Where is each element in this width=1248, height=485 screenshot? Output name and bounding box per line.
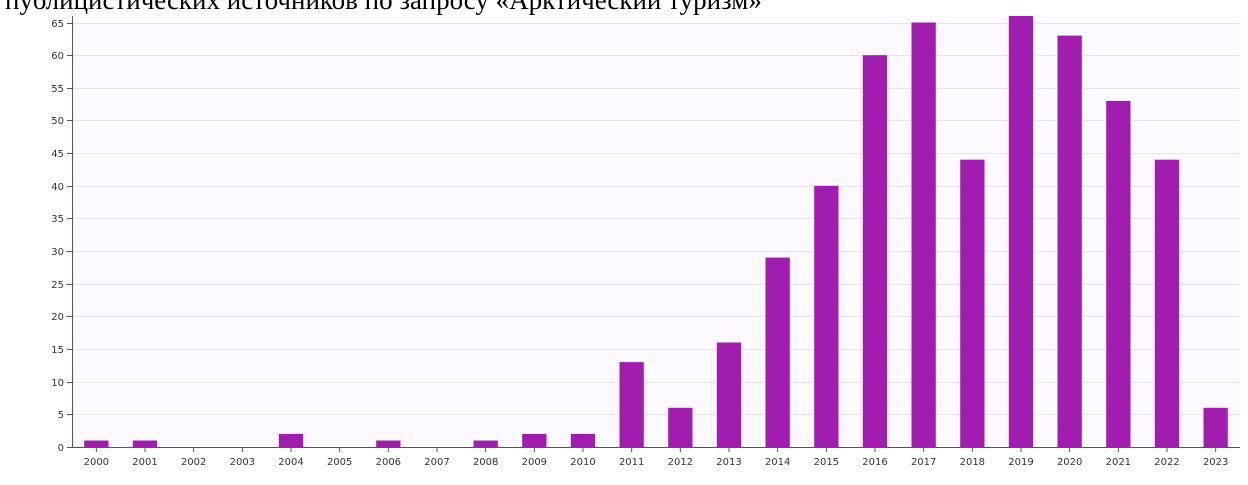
y-tick-label: 55	[51, 84, 64, 95]
x-tick-label: 2018	[960, 457, 985, 468]
y-tick-label: 0	[58, 443, 64, 454]
x-tick-label: 2016	[862, 457, 887, 468]
axes	[67, 16, 1240, 452]
x-tick-label: 2012	[668, 457, 693, 468]
bar-2017	[911, 22, 936, 447]
bar-2018	[960, 159, 985, 447]
x-tick-label: 2009	[522, 457, 547, 468]
x-tick-label: 2022	[1154, 457, 1179, 468]
x-tick-label: 2003	[230, 457, 255, 468]
y-tick-label: 65	[51, 19, 64, 30]
y-tick-label: 40	[51, 182, 64, 193]
bar-2001	[132, 440, 158, 447]
bar-2022	[1154, 159, 1180, 447]
bar-2006	[376, 440, 401, 447]
bar-2013	[716, 342, 742, 447]
x-tick-label: 2010	[570, 457, 595, 468]
x-tick-label: 2020	[1057, 457, 1082, 468]
bar-2019	[1008, 16, 1034, 447]
y-tick-label: 50	[51, 116, 64, 127]
x-tick-label: 2006	[376, 457, 401, 468]
y-tick-label: 25	[51, 280, 64, 291]
y-tick-label: 30	[51, 247, 64, 258]
bar-2008	[473, 440, 498, 447]
x-tick-label: 2015	[814, 457, 839, 468]
x-tick-label: 2021	[1106, 457, 1131, 468]
grid-lines	[72, 23, 1240, 415]
bars	[84, 16, 1228, 448]
y-tick-label: 15	[51, 345, 64, 356]
y-tick-label: 10	[51, 378, 64, 389]
y-tick-label: 5	[58, 410, 64, 421]
x-tick-label: 2000	[84, 457, 109, 468]
x-tick-labels: 2000 2001 2002 2003 2004 2005 2006 2007 2008 2009…	[84, 457, 1229, 468]
y-tick-label: 20	[51, 312, 64, 323]
x-tick-label: 2005	[327, 457, 352, 468]
x-tick-label: 2008	[473, 457, 498, 468]
bar-2014	[765, 257, 790, 447]
bar-2004	[278, 433, 304, 447]
x-tick-label: 2002	[181, 457, 206, 468]
bar-2023	[1203, 407, 1228, 447]
x-tick-label: 2011	[619, 457, 644, 468]
bar-2015	[814, 185, 839, 448]
y-tick-labels: 0 5 10 15 20 25 30 35 40 45 50 55 60 65	[51, 19, 64, 454]
chart-caption: публицистических источников по запросу «…	[5, 0, 762, 15]
bar-2021	[1106, 100, 1131, 448]
plot-background	[72, 16, 1240, 447]
x-tick-label: 2017	[911, 457, 936, 468]
bar-2009	[522, 433, 547, 447]
x-tick-label: 2001	[132, 457, 157, 468]
x-tick-label: 2023	[1203, 457, 1228, 468]
bar-2020	[1057, 35, 1082, 447]
y-tick-label: 35	[51, 214, 64, 225]
x-tick-label: 2013	[716, 457, 741, 468]
x-tick-label: 2004	[278, 457, 303, 468]
bar-2016	[862, 55, 888, 447]
chart-container: 0 5 10 15 20 25 30 35 40 45 50 55 60 65 2000 2001 2002 2…	[24, 12, 1242, 472]
x-tick-label: 2007	[424, 457, 449, 468]
x-tick-label: 2019	[1008, 457, 1033, 468]
bar-2012	[668, 407, 693, 447]
y-tick-label: 45	[51, 149, 64, 160]
bar-2000	[84, 440, 109, 447]
y-tick-label: 60	[51, 51, 64, 62]
bar-2010	[570, 433, 596, 447]
bar-2011	[619, 362, 644, 447]
x-tick-label: 2014	[765, 457, 790, 468]
